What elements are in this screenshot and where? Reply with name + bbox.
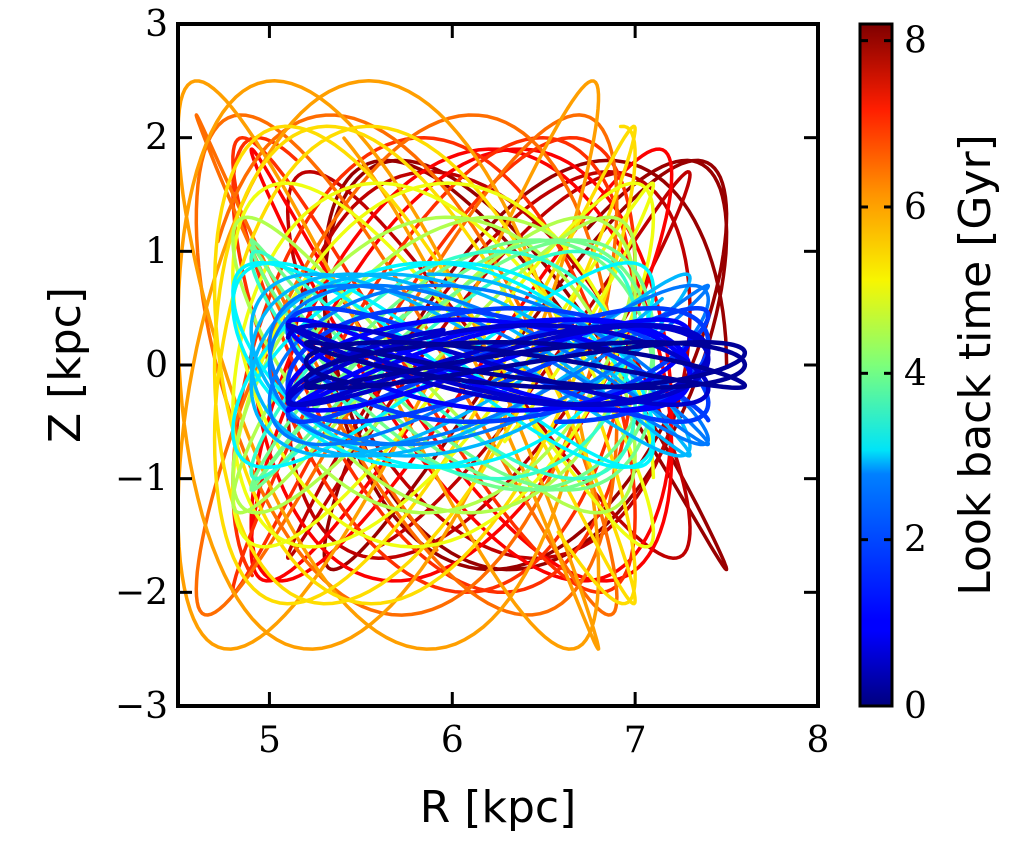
orbit-segment	[194, 113, 619, 617]
y-axis-label: Z [kpc]	[40, 287, 91, 443]
colorbar-tick-label: 0	[904, 686, 927, 727]
orbit-segment	[249, 238, 656, 492]
y-tick-label: −2	[115, 572, 168, 613]
orbit-segment	[303, 340, 748, 390]
colorbar-ticks: 0 2 4 6 8	[860, 21, 927, 727]
x-tick-label: 5	[258, 720, 281, 761]
orbit-segment	[231, 181, 656, 549]
orbit-segment	[249, 147, 674, 583]
x-tick-label: 7	[624, 720, 647, 761]
y-tick-labels: −3 −2 −1 0 1 2 3	[115, 4, 168, 727]
x-tick-label: 6	[441, 720, 464, 761]
x-axis-label: R [kpc]	[420, 782, 577, 833]
x-tick-label: 8	[807, 720, 830, 761]
y-tick-label: 3	[145, 4, 168, 45]
y-tick-label: 2	[145, 118, 168, 159]
orbit-segment	[178, 79, 601, 651]
colorbar-tick-label: 2	[904, 520, 927, 561]
y-tick-label: 1	[145, 231, 168, 272]
x-tick-labels: 5 6 7 8	[258, 720, 829, 761]
orbit-segment	[322, 158, 729, 572]
y-tick-label: 0	[145, 345, 168, 386]
colorbar-label: Look back time [Gyr]	[950, 134, 1001, 596]
axis-ticks	[178, 22, 820, 708]
orbit-segment	[267, 283, 711, 447]
colorbar-tick-label: 4	[904, 353, 927, 394]
y-tick-label: −3	[115, 686, 168, 727]
orbit-lines	[178, 79, 748, 651]
colorbar-tick-label: 8	[904, 21, 927, 62]
y-tick-label: −1	[115, 459, 168, 500]
colorbar	[858, 22, 894, 708]
colorbar-tick-label: 6	[904, 187, 927, 228]
